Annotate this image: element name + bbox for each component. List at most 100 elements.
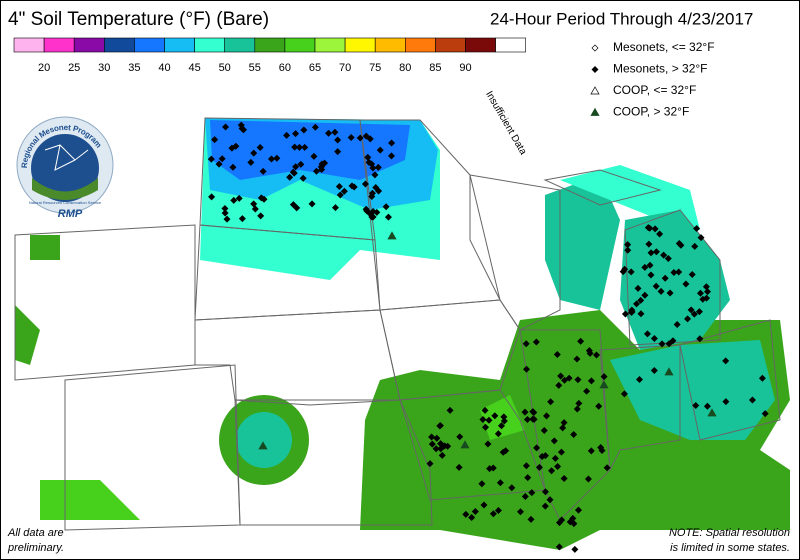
symbol (583, 387, 591, 395)
symbol (707, 408, 717, 417)
symbol (247, 158, 255, 166)
footnote-right: is limited in some states. (670, 542, 790, 554)
color-swatch (224, 37, 256, 53)
symbol (292, 130, 300, 138)
symbol (565, 374, 573, 382)
symbol (761, 410, 769, 418)
symbol (553, 350, 561, 358)
symbol (560, 419, 568, 427)
symbol (600, 373, 608, 381)
symbol (481, 406, 489, 414)
period: 24-Hour Period Through 4/23/2017 (490, 9, 753, 28)
symbol (508, 484, 516, 492)
symbol (693, 224, 701, 232)
symbol (619, 268, 627, 276)
symbol (559, 424, 567, 432)
symbol (646, 261, 654, 269)
symbol (646, 224, 654, 232)
symbol (656, 230, 664, 238)
symbol (361, 180, 369, 188)
symbol (624, 246, 632, 254)
symbol (366, 135, 374, 143)
symbol (440, 442, 448, 450)
symbol (641, 263, 649, 271)
symbol (368, 213, 376, 221)
symbol (704, 288, 712, 296)
color-swatch (164, 37, 195, 53)
symbol (283, 131, 291, 139)
symbol (384, 213, 392, 221)
symbol (620, 390, 628, 398)
symbol (222, 123, 230, 131)
symbol (628, 306, 636, 314)
symbol (250, 149, 258, 157)
symbol (336, 191, 344, 199)
symbol (292, 163, 300, 171)
symbol (584, 475, 592, 483)
symbol (675, 268, 683, 276)
symbol (529, 408, 537, 416)
title: 4" Soil Temperature (°F) (Bare) (8, 9, 269, 30)
scale-label: 60 (279, 62, 291, 74)
symbol (641, 291, 649, 299)
symbol (690, 310, 698, 318)
symbol (438, 451, 446, 459)
symbol (257, 212, 265, 220)
footnote-left: preliminary. (7, 542, 64, 554)
symbol (573, 405, 581, 413)
symbol (561, 376, 569, 384)
symbol (688, 270, 696, 278)
symbol (301, 143, 309, 151)
symbol (369, 164, 377, 172)
symbol-label: Mesonets, > 32°F (613, 62, 708, 76)
symbol (541, 488, 549, 496)
symbol (577, 337, 585, 345)
symbol (432, 445, 440, 453)
symbol (647, 271, 655, 279)
symbol (297, 160, 305, 168)
symbol (551, 454, 559, 462)
symbol (257, 194, 265, 202)
symbol (325, 129, 333, 137)
symbol (548, 467, 556, 475)
color-swatch (194, 37, 226, 53)
color-swatch (43, 37, 75, 53)
symbol (533, 444, 541, 452)
symbol (636, 376, 643, 384)
symbol (482, 423, 490, 431)
symbol (238, 215, 246, 223)
symbol (682, 280, 690, 288)
symbol (603, 464, 611, 472)
symbol (522, 462, 530, 470)
symbol (540, 426, 548, 434)
symbol (587, 447, 595, 455)
symbol (375, 187, 383, 195)
symbol (489, 510, 497, 518)
scale-label: 90 (459, 62, 471, 74)
symbol (480, 501, 488, 509)
symbol (652, 282, 660, 290)
symbol (591, 44, 599, 52)
symbol (251, 205, 259, 213)
scale-label: 85 (429, 62, 441, 74)
symbol (657, 287, 665, 295)
symbol (664, 254, 672, 262)
symbol (387, 152, 395, 160)
scale-label: 20 (38, 62, 50, 74)
symbol (362, 132, 370, 140)
symbol (522, 340, 530, 348)
scale-label: 30 (98, 62, 110, 74)
symbol (388, 139, 396, 147)
symbol (541, 502, 549, 510)
symbol (468, 514, 476, 522)
symbol (677, 241, 685, 249)
symbol (258, 441, 268, 450)
stations (207, 121, 769, 553)
symbol (691, 242, 699, 250)
symbol (462, 510, 470, 518)
symbol (259, 167, 267, 175)
color-swatch (284, 37, 316, 53)
color-swatch (374, 37, 406, 53)
symbol (557, 448, 565, 456)
scale-label: 40 (158, 62, 170, 74)
